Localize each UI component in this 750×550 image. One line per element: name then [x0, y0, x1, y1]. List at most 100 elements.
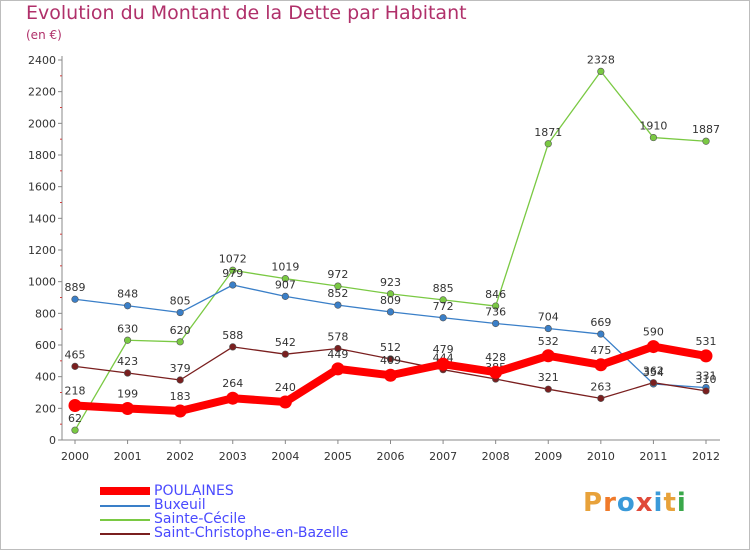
- data-point: [123, 302, 132, 310]
- data-label: 588: [222, 329, 243, 342]
- data-label: 465: [65, 348, 86, 361]
- data-label: 218: [65, 384, 86, 397]
- data-label: 885: [433, 282, 454, 295]
- y-tick-label: 1600: [28, 181, 56, 194]
- y-tick-label: 1400: [28, 212, 56, 225]
- data-label: 310: [696, 373, 717, 386]
- data-point: [121, 401, 135, 415]
- data-label: 2328: [587, 53, 615, 66]
- data-label: 1910: [639, 120, 667, 133]
- data-point: [71, 295, 79, 303]
- data-label: 846: [485, 288, 506, 301]
- data-label: 852: [327, 287, 348, 300]
- data-label: 669: [590, 316, 611, 329]
- data-point: [489, 365, 503, 379]
- y-tick-label: 1200: [28, 244, 56, 257]
- y-tick-label: 400: [35, 371, 56, 384]
- chart-subtitle: (en €): [26, 28, 62, 42]
- x-tick-label: 2006: [377, 450, 405, 463]
- x-tick-label: 2005: [324, 450, 352, 463]
- data-point: [68, 398, 82, 412]
- data-label: 331: [696, 370, 717, 383]
- data-point: [702, 137, 710, 145]
- y-tick-label: 800: [35, 307, 56, 320]
- data-point: [229, 281, 237, 289]
- data-label: 362: [643, 365, 664, 378]
- y-tick-label: 2400: [28, 54, 56, 67]
- data-label: 590: [643, 326, 664, 339]
- data-label: 805: [170, 295, 191, 308]
- x-tick-label: 2008: [482, 450, 510, 463]
- data-point: [386, 308, 395, 316]
- data-label: 449: [327, 348, 348, 361]
- data-label: 62: [68, 412, 82, 425]
- data-label: 772: [433, 300, 454, 313]
- data-point: [544, 324, 552, 333]
- line-chart: 0 200 400 600 800 1000 1200 1400 1600 1800 2000 220…: [28, 53, 720, 463]
- data-label: 923: [380, 276, 401, 289]
- data-point: [541, 349, 555, 363]
- data-point: [334, 282, 342, 290]
- data-point: [123, 336, 132, 344]
- data-point: [439, 314, 447, 322]
- data-label: 620: [170, 324, 191, 337]
- data-point: [597, 67, 605, 75]
- logo-letter: x: [635, 488, 654, 518]
- x-tick-label: 2012: [692, 450, 720, 463]
- data-label: 321: [538, 371, 559, 384]
- data-point: [699, 349, 713, 363]
- logo-letter: i: [676, 488, 687, 518]
- data-label: 736: [485, 305, 506, 318]
- data-label: 263: [590, 380, 611, 393]
- data-label: 512: [380, 341, 401, 354]
- y-tick-label: 600: [35, 339, 56, 352]
- data-label: 1887: [692, 123, 720, 136]
- x-tick-label: 2002: [166, 450, 194, 463]
- data-label: 531: [696, 335, 717, 348]
- legend-label: Buxeuil: [154, 497, 206, 513]
- x-tick-label: 2003: [219, 450, 247, 463]
- data-point: [544, 140, 552, 148]
- legend-swatch-saint-christophe: [100, 533, 150, 535]
- proxiti-logo: Proxiti: [583, 488, 687, 518]
- data-point: [281, 350, 289, 358]
- legend-label: Sainte-Cécile: [154, 511, 246, 527]
- data-point: [229, 343, 237, 351]
- data-label: 907: [275, 278, 296, 291]
- data-point: [229, 266, 237, 274]
- y-tick-label: 1800: [28, 149, 56, 162]
- legend-swatch-buxeuil: [100, 505, 150, 507]
- y-tick-label: 0: [49, 434, 56, 447]
- data-point: [176, 308, 184, 317]
- x-tick-label: 2009: [534, 450, 562, 463]
- data-label: 264: [222, 377, 243, 390]
- legend-label: Saint-Christophe-en-Bazelle: [154, 525, 349, 541]
- data-label: 889: [65, 281, 86, 294]
- data-label: 809: [380, 294, 401, 307]
- data-point: [492, 319, 500, 328]
- data-label: 578: [327, 330, 348, 343]
- data-point: [386, 355, 395, 363]
- logo-letter: P: [583, 488, 604, 518]
- y-tick-label: 1000: [28, 276, 56, 289]
- data-point: [331, 362, 345, 376]
- logo-letter: i: [653, 488, 664, 518]
- data-point: [123, 369, 132, 377]
- data-point: [226, 391, 240, 405]
- data-label: 972: [327, 268, 348, 281]
- data-point: [646, 340, 660, 354]
- x-tick-label: 2011: [639, 450, 667, 463]
- data-point: [439, 296, 447, 304]
- data-label: 183: [170, 390, 191, 403]
- y-tick-label: 2000: [28, 117, 56, 130]
- x-tick-label: 2001: [114, 450, 142, 463]
- data-label: 848: [117, 288, 138, 301]
- legend-label: POULAINES: [154, 483, 234, 499]
- data-point: [386, 290, 395, 298]
- data-point: [176, 376, 184, 384]
- data-label: 542: [275, 336, 296, 349]
- data-point: [544, 385, 552, 393]
- data-label: 475: [590, 344, 611, 357]
- data-point: [334, 301, 342, 309]
- data-label: 379: [170, 362, 191, 375]
